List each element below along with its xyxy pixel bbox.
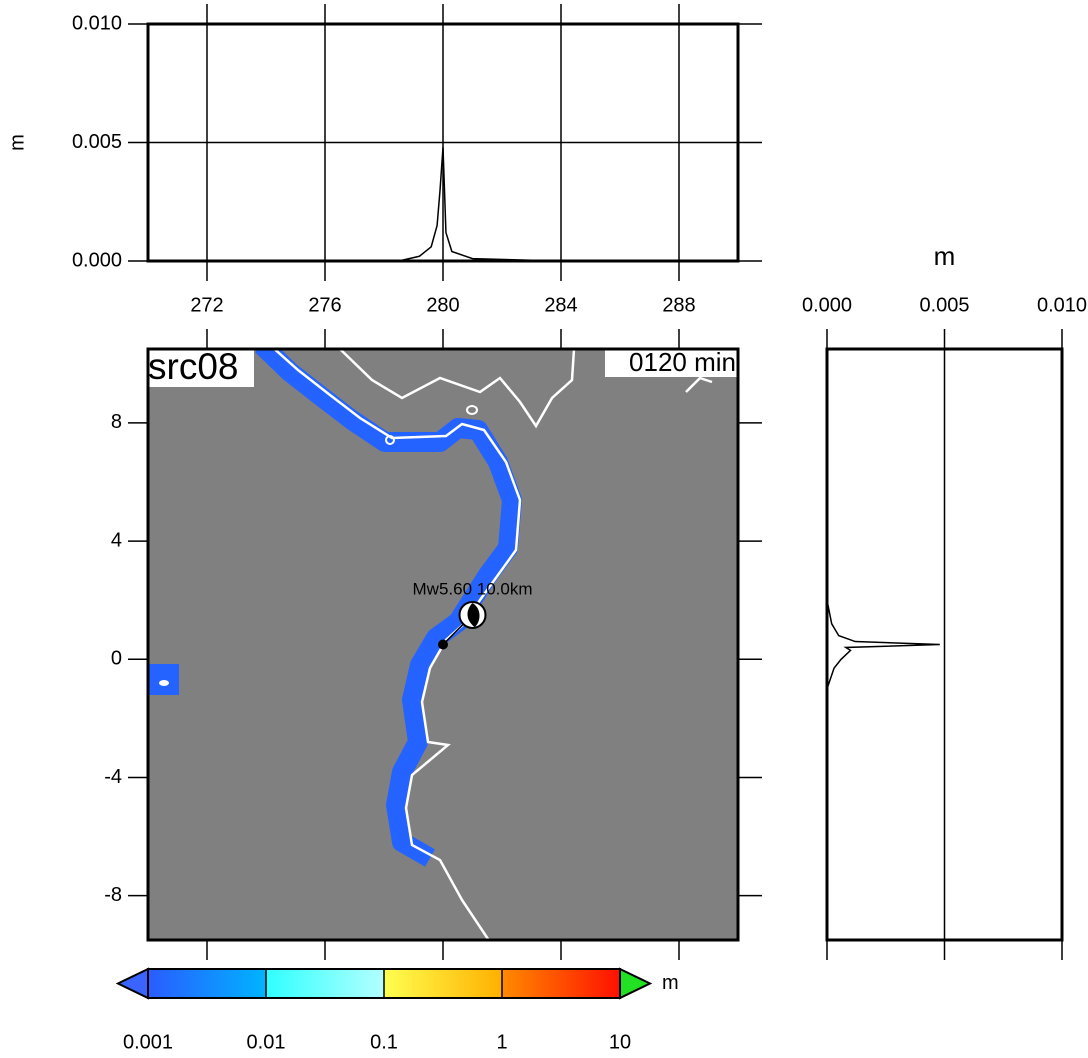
time-label: 0120 min: [629, 347, 736, 377]
colorbar-over: [619, 967, 653, 1000]
label-box: [146, 349, 254, 387]
y-axis-label: m: [6, 134, 28, 151]
colorbar-tick-label: 0.01: [247, 1031, 286, 1053]
colorbar-unit: m: [662, 972, 679, 994]
x-tick-label: 272: [190, 294, 223, 316]
x-tick-label: 276: [308, 294, 341, 316]
colorbar-tick-label: 0.001: [123, 1031, 173, 1053]
plot-frame: [146, 22, 740, 263]
data-line: [148, 147, 738, 262]
beachball-quadrant: [467, 602, 480, 627]
x-tick-label: 288: [662, 294, 695, 316]
colorbar-tick-label: 10: [609, 1031, 631, 1053]
y-tick-label: 0.010: [72, 12, 122, 34]
y-tick-label: 4: [111, 529, 122, 551]
y-tick-label: 0.000: [72, 249, 122, 271]
x-tick-label: 280: [426, 294, 459, 316]
y-tick-label: 0.005: [72, 131, 122, 153]
x-tick-label: 0.010: [1037, 294, 1087, 316]
time-box: [605, 349, 738, 377]
y-tick-label: -8: [104, 884, 122, 906]
x-axis-label: m: [934, 241, 956, 271]
colorbar-tick-label: 1: [496, 1031, 507, 1053]
x-tick-label: 0.005: [919, 294, 969, 316]
y-tick-label: 8: [111, 411, 122, 433]
plot-frame: [146, 347, 740, 942]
colorbar-segment: [148, 969, 266, 998]
station: [438, 639, 448, 650]
map-label: src08: [148, 346, 238, 387]
y-tick-label: 0: [111, 648, 122, 670]
colorbar-segment: [266, 969, 384, 998]
colorbar-tick-label: 0.1: [370, 1031, 398, 1053]
data-line: [826, 349, 940, 940]
colorbar-under: [115, 967, 149, 1000]
plot-frame: [825, 347, 1064, 942]
colorbar-segment: [384, 969, 502, 998]
x-tick-label: 0.000: [802, 294, 852, 316]
x-tick-label: 284: [544, 294, 577, 316]
source-annotation: Mw5.60 10.0km: [413, 579, 533, 598]
y-tick-label: -4: [104, 766, 122, 788]
colorbar-segment: [502, 969, 620, 998]
